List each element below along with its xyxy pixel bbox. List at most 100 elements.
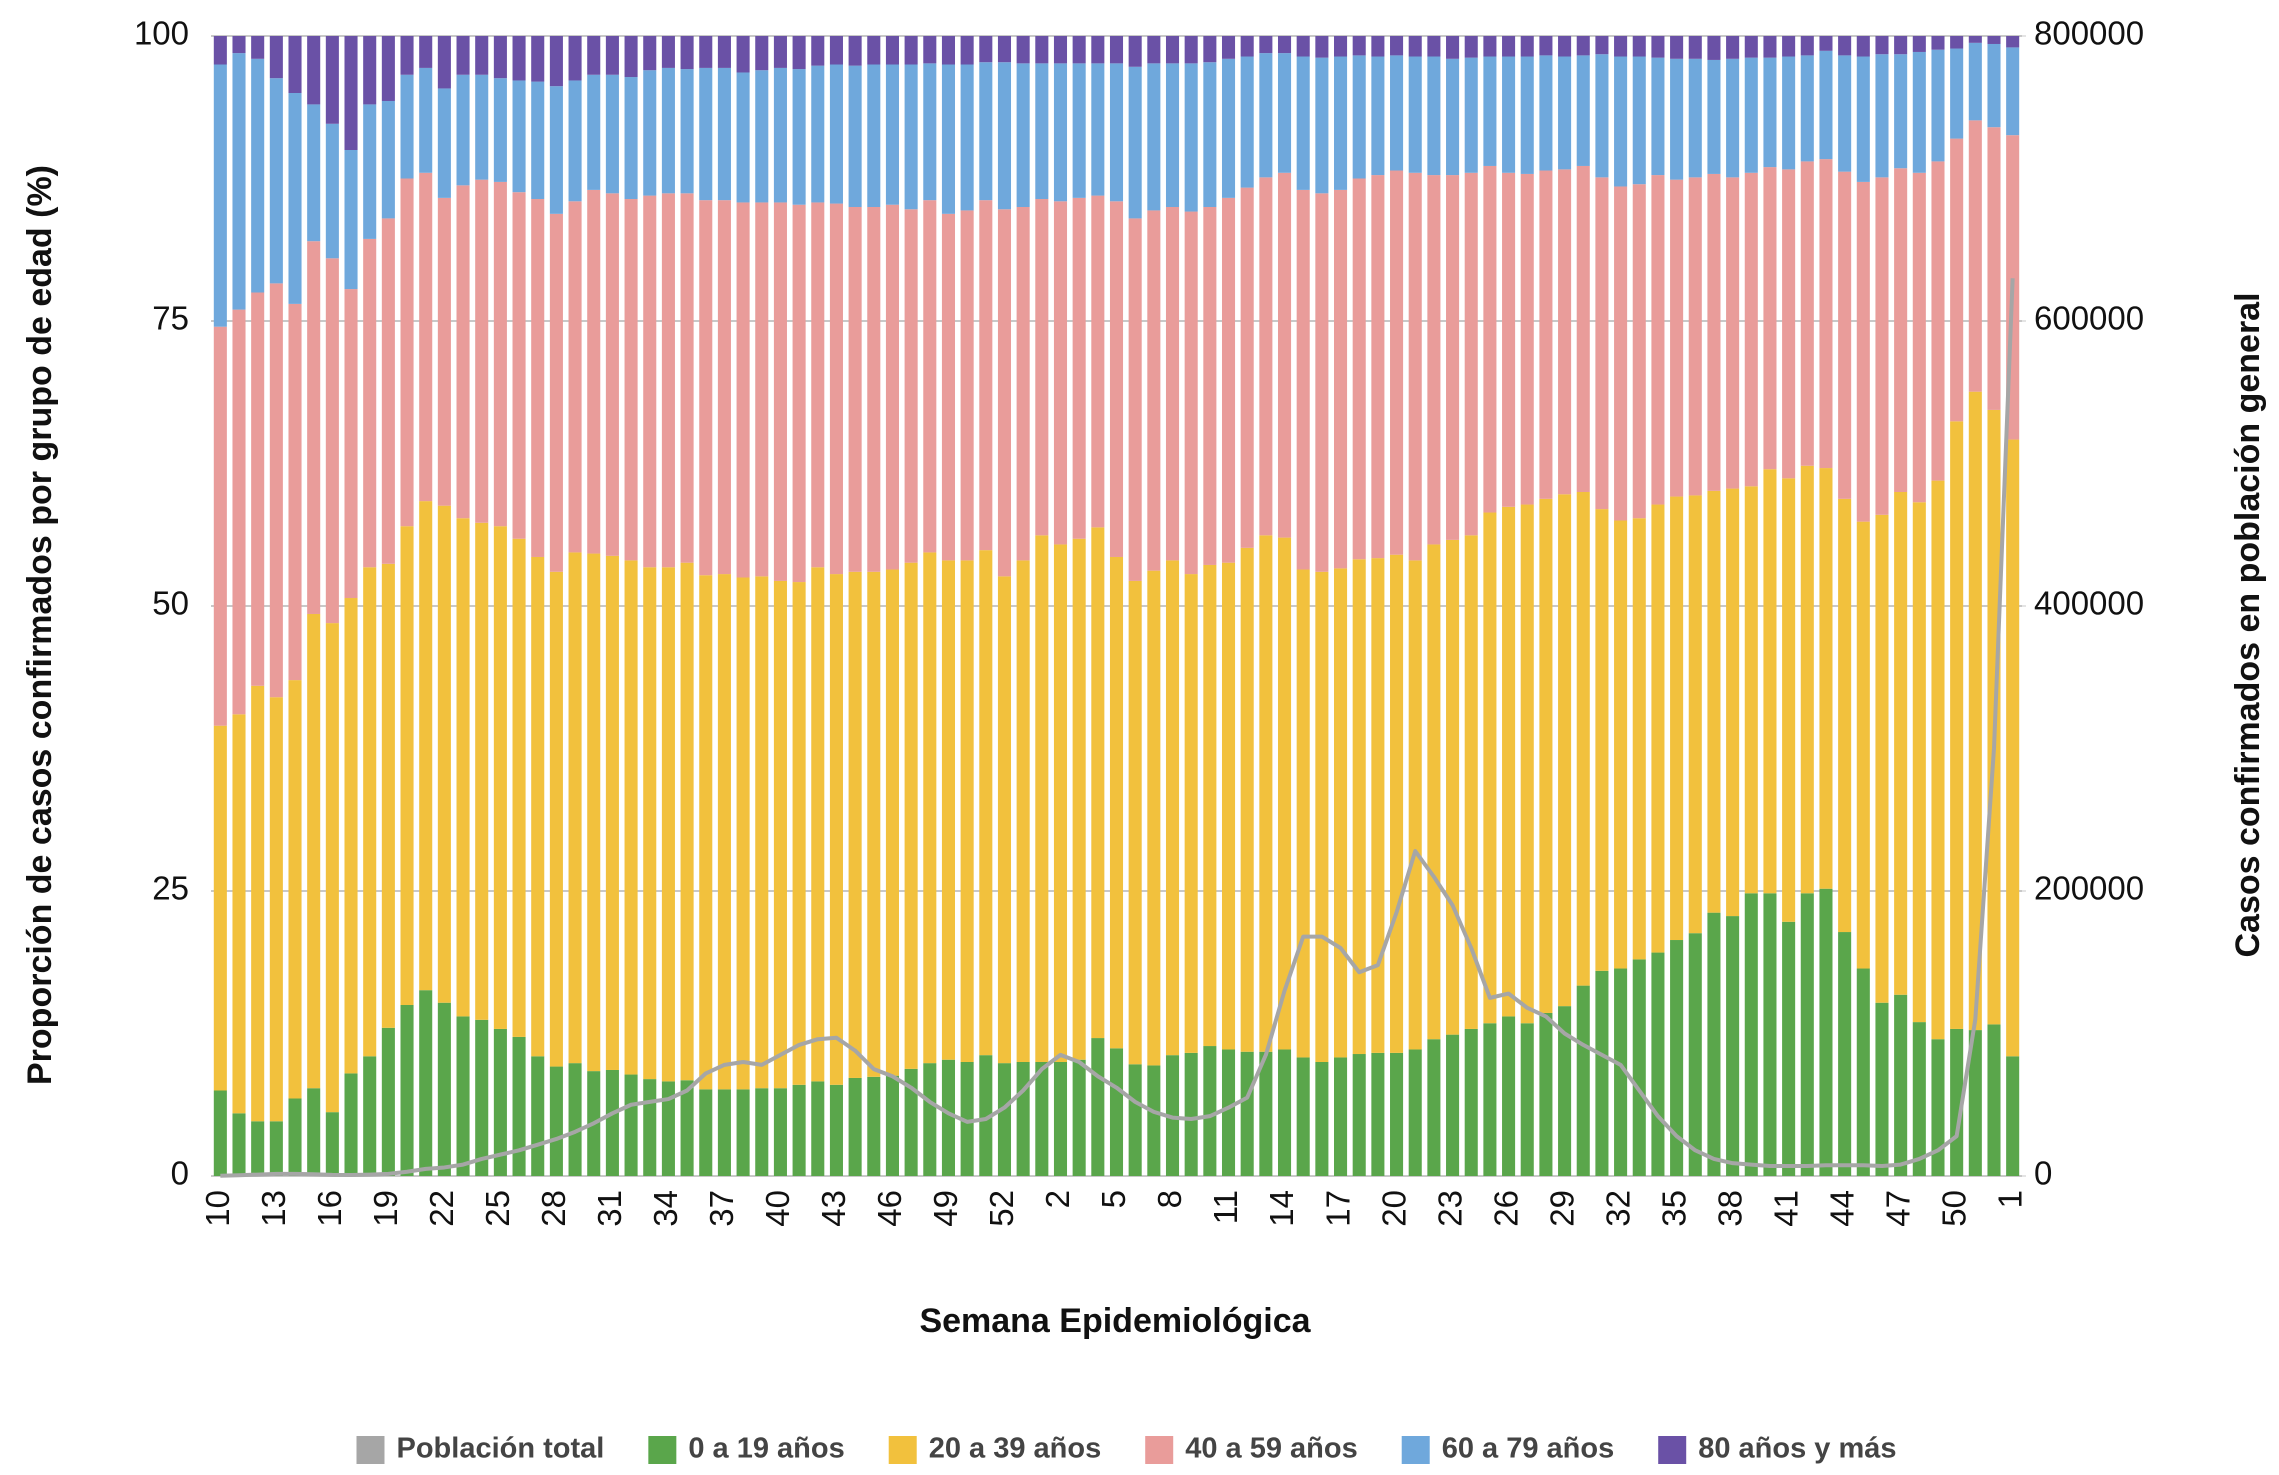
bar-segment — [1091, 527, 1105, 1039]
bar-segment — [829, 203, 843, 575]
bar-segment — [1894, 492, 1908, 995]
bar-segment — [1147, 63, 1161, 211]
x-tick-label: 37 — [703, 1190, 740, 1227]
bar-segment — [624, 560, 638, 1075]
x-tick-label: 52 — [983, 1190, 1020, 1227]
bar-segment — [885, 204, 899, 570]
bar-segment — [624, 77, 638, 200]
bar-segment — [251, 292, 265, 686]
bar-segment — [1053, 201, 1068, 545]
x-tick-label: 13 — [255, 1190, 292, 1227]
bar-segment — [1894, 168, 1908, 493]
bar-segment — [661, 67, 675, 194]
lines — [220, 278, 2015, 1178]
bar-segment — [1950, 138, 1964, 422]
bar-segment — [867, 1076, 881, 1176]
bar-segment — [680, 562, 694, 1081]
bar-segment — [1539, 170, 1553, 499]
bar-segment — [568, 201, 582, 553]
bar-segment — [1614, 186, 1628, 521]
bar-segment — [1987, 43, 2001, 128]
bar-segment — [661, 36, 675, 68]
bar-segment — [1147, 210, 1161, 571]
bar-segment — [344, 598, 358, 1074]
bar-segment — [1091, 195, 1105, 528]
bar-segment — [979, 550, 993, 1056]
bar-segment — [475, 179, 489, 523]
bar-segment — [1371, 175, 1385, 559]
bar-segment — [923, 36, 937, 64]
bar-segment — [792, 1084, 806, 1176]
bar-segment — [699, 575, 713, 1090]
bar-segment — [1987, 127, 2001, 410]
bar-segment — [475, 74, 489, 180]
bar-segment — [1558, 36, 1572, 57]
bar-segment — [1371, 56, 1385, 176]
bar-segment — [1221, 1049, 1236, 1176]
bar-segment — [923, 552, 937, 1064]
bar-segment — [1371, 36, 1385, 57]
bar-segment — [1446, 539, 1460, 1035]
bar-segment — [568, 80, 582, 202]
bar-segment — [437, 88, 451, 198]
x-tick-label: 16 — [311, 1190, 348, 1227]
bar-segment — [867, 571, 881, 1077]
bar-segment — [848, 207, 862, 572]
bar-segment — [475, 1019, 489, 1176]
bar-segment — [848, 36, 862, 66]
bar-segment — [1726, 177, 1740, 489]
legend-swatch — [888, 1436, 917, 1464]
bar-segment — [960, 36, 974, 65]
bar-segment — [269, 1121, 283, 1176]
bar-segment — [1053, 36, 1068, 64]
bar-segment — [848, 1077, 862, 1176]
bar-segment — [1595, 509, 1609, 971]
bar-segment — [717, 574, 731, 1090]
y-tick-label: 50 — [152, 585, 189, 622]
bar-segment — [1688, 177, 1702, 496]
bar-segment — [1109, 36, 1124, 64]
bar-segment — [643, 70, 657, 196]
bar-segment — [1800, 161, 1814, 466]
bar-segment — [1558, 1006, 1572, 1176]
bar-segment — [1203, 207, 1217, 565]
bar-segment — [699, 67, 713, 201]
x-tick-label: 34 — [647, 1190, 684, 1227]
bar-segment — [1614, 520, 1628, 969]
bar-segment — [1390, 554, 1404, 1053]
bar-segment — [1240, 547, 1254, 1052]
bar-segment — [1688, 36, 1702, 59]
bar-segment — [1595, 970, 1609, 1176]
bar-segment — [400, 1005, 414, 1176]
bar-segment — [493, 1028, 507, 1176]
bar-segment — [363, 1056, 377, 1176]
bar-segment — [213, 1090, 227, 1176]
x-tick-label: 44 — [1823, 1190, 1860, 1227]
bar-segment — [1016, 63, 1030, 207]
bar-segment — [1670, 179, 1684, 497]
bar-segment — [624, 199, 638, 561]
bar-segment — [1931, 1039, 1945, 1176]
x-tick-label: 29 — [1543, 1190, 1580, 1227]
bar-segment — [1782, 36, 1796, 57]
bar-segment — [587, 189, 601, 554]
bar-segment — [1558, 494, 1572, 1007]
bar-segment — [755, 1088, 769, 1176]
legend-label: 0 a 19 años — [688, 1433, 844, 1465]
x-tick-label: 35 — [1655, 1190, 1692, 1227]
bar-segment — [1670, 58, 1684, 180]
bar-segment — [568, 1063, 582, 1176]
bar-segment — [1576, 985, 1590, 1176]
bar-segment — [1539, 55, 1553, 171]
bar-segment — [1334, 56, 1348, 190]
bar-segment — [624, 36, 638, 78]
bar-segment — [1670, 940, 1684, 1176]
bar-segment — [269, 283, 283, 698]
bar-segment — [381, 563, 395, 1028]
bar-segment — [643, 195, 657, 568]
bar-segment — [1072, 1059, 1086, 1176]
bar-segment — [400, 36, 414, 75]
bar-segment — [1128, 36, 1142, 67]
bar-segment — [1184, 63, 1198, 212]
bar-segment — [755, 36, 769, 71]
